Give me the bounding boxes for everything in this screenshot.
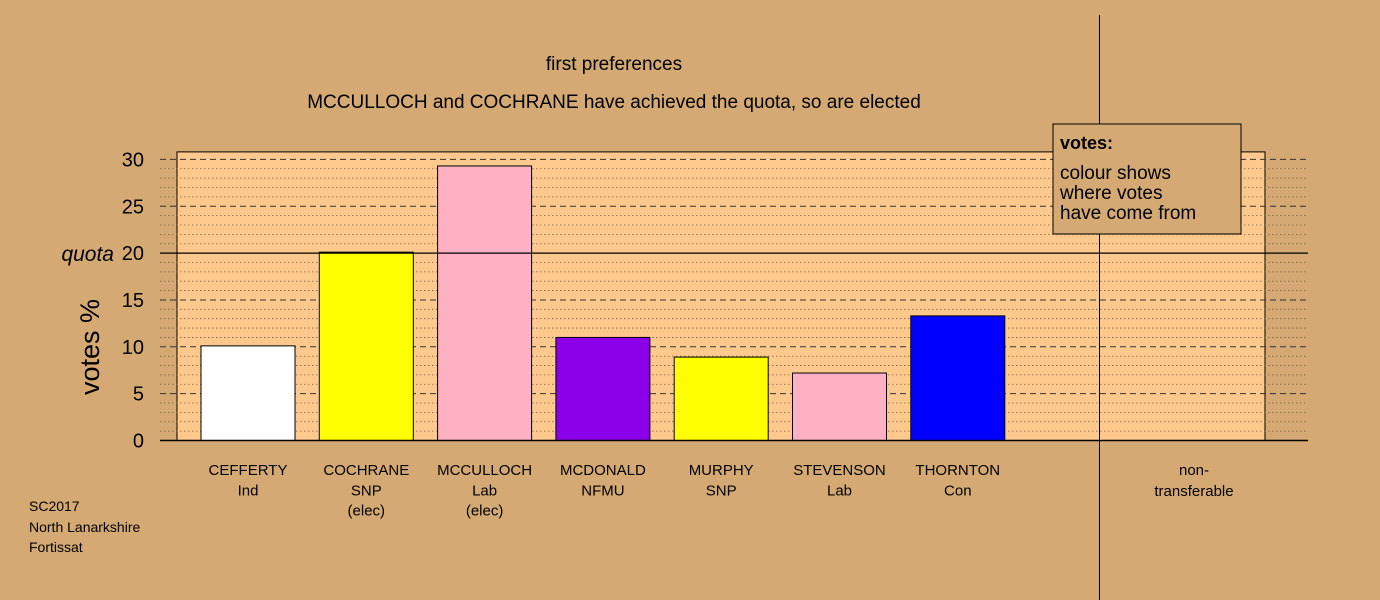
bar-cefferty	[200, 345, 296, 442]
y-tick-label: 15	[122, 290, 144, 312]
bar-cochrane	[318, 251, 414, 441]
x-tick-label: MCCULLOCH	[437, 462, 532, 479]
y-axis-label: votes %	[75, 299, 105, 395]
legend-title: votes:	[1060, 133, 1113, 153]
legend-box	[1052, 123, 1242, 235]
y-tick-label: 10	[122, 337, 144, 359]
party-label: Lab	[827, 482, 852, 499]
y-tick-label: 30	[122, 149, 144, 171]
y-tick-label: 0	[133, 431, 144, 453]
footer-council: North Lanarkshire	[29, 518, 141, 535]
y-tick-label: 5	[133, 384, 144, 406]
y-tick-label: 25	[122, 196, 144, 218]
quota-label: quota	[61, 243, 114, 266]
nontransferable-label-line2: transferable	[1154, 483, 1233, 500]
party-label: SNP	[706, 482, 737, 499]
x-tick-label: CEFFERTY	[209, 462, 288, 479]
party-label: NFMU	[581, 482, 624, 499]
party-label: SNP	[351, 482, 382, 499]
party-label: Lab	[472, 482, 497, 499]
nontransferable-label-line1: non-	[1179, 462, 1209, 479]
party-label: Ind	[238, 482, 259, 499]
footer-ward: Fortissat	[29, 539, 83, 555]
bar-mcdonald	[555, 336, 651, 441]
x-tick-label: MCDONALD	[560, 462, 646, 479]
bar-thornton	[910, 315, 1006, 441]
party-label: Con	[944, 482, 972, 499]
footer-election: SC2017	[29, 498, 80, 514]
chart-subtitle: MCCULLOCH and COCHRANE have achieved the…	[307, 92, 921, 113]
bar-mcculloch	[437, 165, 533, 441]
bar-stevenson	[792, 372, 887, 442]
footer-caption: SC2017 North Lanarkshire Fortissat	[29, 496, 140, 558]
status-label: (elec)	[348, 503, 386, 520]
legend-line: colour shows	[1060, 163, 1171, 184]
bar-murphy	[673, 356, 769, 441]
y-tick-label: 20	[122, 243, 144, 265]
legend: votes: colour shows where votes have com…	[1052, 123, 1242, 235]
x-tick-label: MURPHY	[689, 462, 754, 479]
legend-line: have come from	[1060, 203, 1196, 224]
x-tick-label: COCHRANE	[323, 462, 409, 479]
status-label: (elec)	[466, 503, 504, 520]
legend-line: where votes	[1059, 183, 1162, 204]
chart-title: first preferences	[546, 54, 682, 75]
x-tick-label: THORNTON	[915, 462, 1000, 479]
x-tick-label: STEVENSON	[793, 462, 886, 479]
